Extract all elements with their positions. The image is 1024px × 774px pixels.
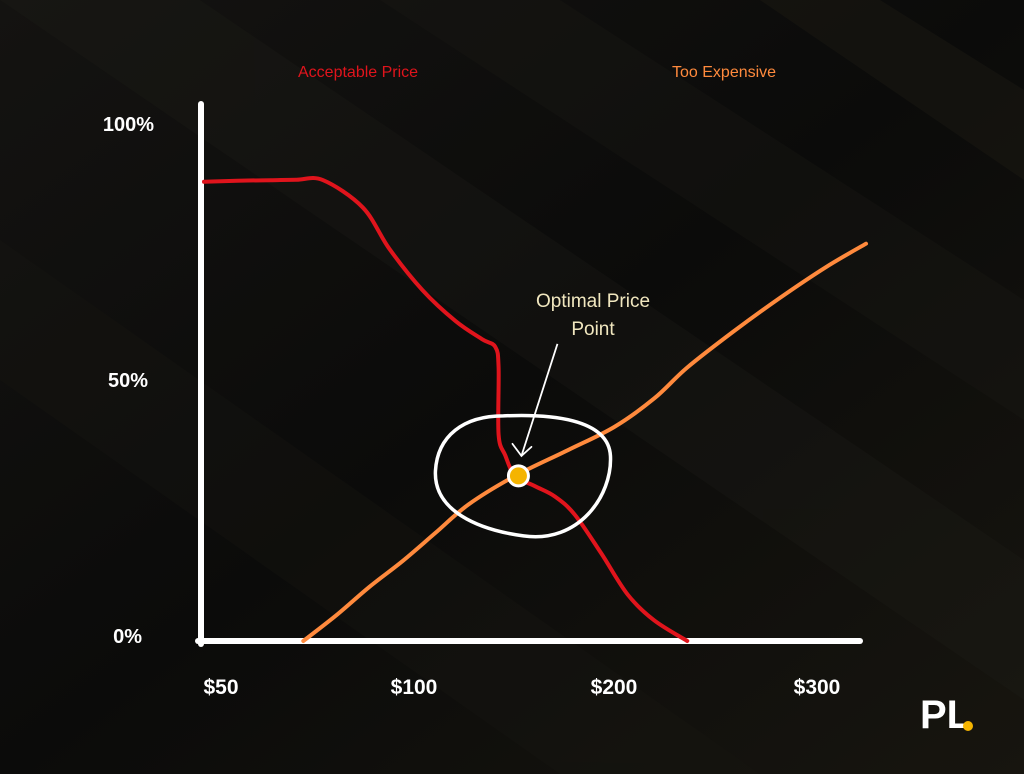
- annotation-line-1: Optimal Price: [535, 291, 651, 312]
- legend-too-expensive: Too Expensive: [672, 64, 777, 81]
- optimal-price-marker: [506, 464, 530, 488]
- annotation-line-2: Point: [571, 319, 615, 340]
- annotation-arrow-shaft: [520, 343, 559, 457]
- legend-acceptable-price: Acceptable Price: [298, 64, 419, 81]
- x-tick-300: $300: [793, 676, 841, 699]
- series-line-acceptable-price: [202, 176, 690, 643]
- y-tick-0: 0%: [113, 626, 142, 648]
- x-tick-200: $200: [590, 676, 638, 699]
- optimal-price-loop: [433, 413, 613, 539]
- series-line-too-expensive: [301, 241, 868, 643]
- logo-dot: [963, 721, 973, 731]
- annotation-layer: [433, 343, 613, 539]
- axes: [195, 101, 863, 647]
- y-tick-50: 50%: [107, 370, 148, 392]
- annotation-arrow-head: [511, 442, 533, 458]
- x-tick-50: $50: [203, 676, 239, 699]
- logo-text: PL: [920, 693, 971, 734]
- series-layer: [202, 176, 868, 643]
- y-tick-100: 100%: [102, 114, 154, 136]
- x-tick-100: $100: [390, 676, 438, 699]
- pl-logo-icon: PL: [920, 690, 976, 737]
- optimal-price-annotation: Optimal Price Point: [493, 288, 693, 344]
